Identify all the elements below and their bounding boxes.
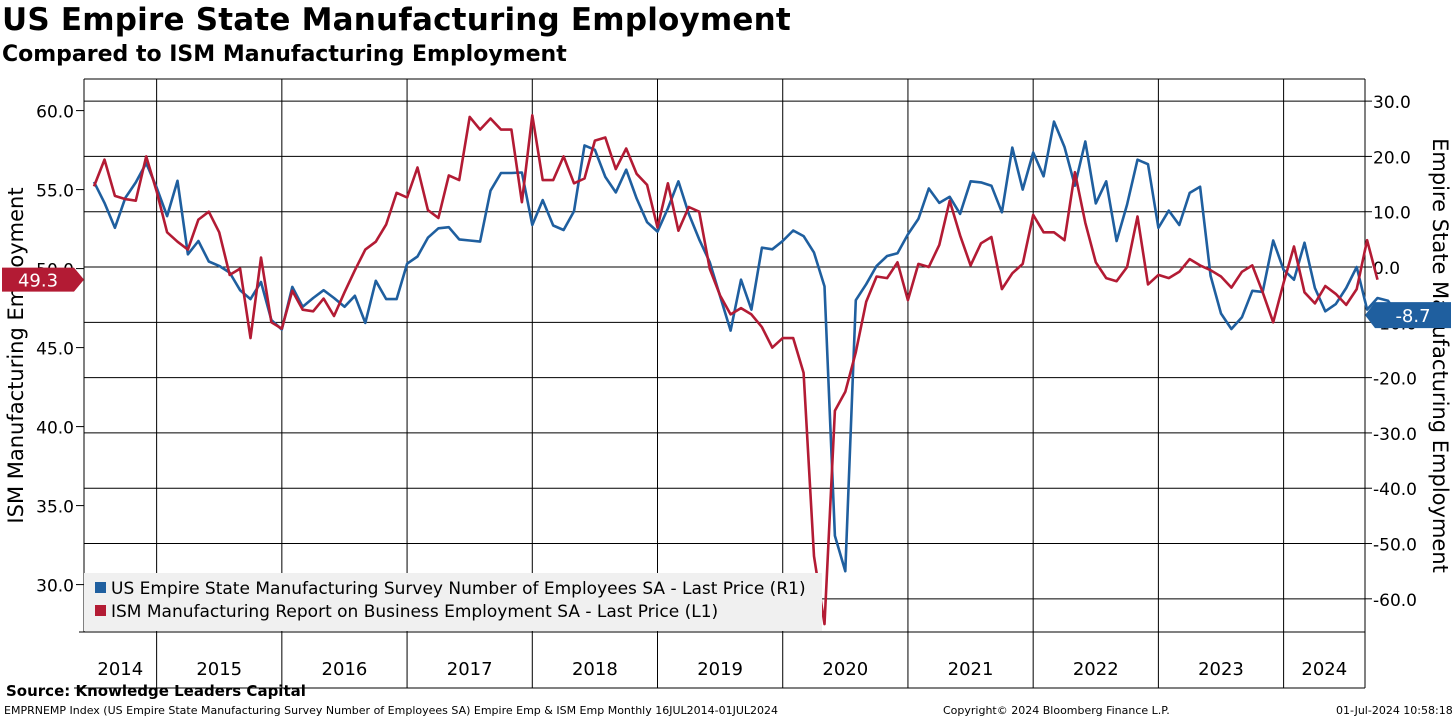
right-axis-tick-label: -60.0: [1373, 591, 1417, 611]
x-axis-year-label: 2023: [1198, 659, 1244, 680]
series-line-ism: [92, 114, 1379, 626]
left-axis-tick-label: 40.0: [36, 419, 74, 439]
x-axis-year-label: 2014: [97, 659, 143, 680]
chart-title: US Empire State Manufacturing Employment: [2, 2, 791, 38]
x-axis-year-label: 2022: [1073, 659, 1119, 680]
legend-box: [84, 573, 822, 631]
series-line-empire: [92, 120, 1400, 573]
legend-label-ism: ISM Manufacturing Report on Business Emp…: [111, 602, 718, 622]
x-axis-year-label: 2018: [572, 659, 618, 680]
x-axis-year-label: 2017: [447, 659, 493, 680]
left-axis-tick-label: 60.0: [36, 103, 74, 123]
left-axis-tick-label: 35.0: [36, 498, 74, 518]
left-axis-title: ISM Manufacturing Employment: [4, 187, 28, 523]
last-value-label-empire: -8.7: [1395, 306, 1430, 327]
x-axis-year-label: 2021: [948, 659, 994, 680]
copyright: Copyright© 2024 Bloomberg Finance L.P.: [943, 704, 1170, 717]
right-axis-tick-label: 20.0: [1373, 148, 1411, 168]
legend-swatch-empire: [95, 582, 106, 593]
legend-swatch-ism: [95, 605, 106, 616]
right-axis-tick-label: -30.0: [1373, 425, 1417, 445]
legend-label-empire: US Empire State Manufacturing Survey Num…: [111, 579, 806, 599]
source-note: Source: Knowledge Leaders Capital: [6, 682, 306, 700]
left-axis-tick-label: 55.0: [36, 182, 74, 202]
right-axis-title: Empire State Manufacturing Employment: [1428, 138, 1452, 573]
right-axis-tick-label: 10.0: [1373, 204, 1411, 224]
x-axis-year-label: 2015: [196, 659, 242, 680]
chart-subtitle: Compared to ISM Manufacturing Employment: [2, 42, 567, 67]
x-axis-year-label: 2016: [322, 659, 368, 680]
last-value-label-ism: 49.3: [18, 271, 58, 292]
left-axis-tick-label: 30.0: [36, 577, 74, 597]
left-axis-tick-label: 45.0: [36, 340, 74, 360]
right-axis-tick-label: -50.0: [1373, 536, 1417, 556]
right-axis-tick-label: -20.0: [1373, 370, 1417, 390]
x-axis-year-label: 2024: [1301, 659, 1347, 680]
last-value-marker-empire: [1365, 302, 1451, 329]
x-axis-year-label: 2020: [822, 659, 868, 680]
x-axis-year-label: 2019: [697, 659, 743, 680]
last-value-marker-ism: [2, 267, 84, 292]
right-axis-tick-label: 0.0: [1373, 259, 1400, 279]
right-axis-tick-label: -40.0: [1373, 480, 1417, 500]
index-info: EMPRNEMP Index (US Empire State Manufact…: [4, 704, 779, 717]
right-axis-tick-label: 30.0: [1373, 93, 1411, 113]
timestamp: 01-Jul-2024 10:58:18: [1336, 704, 1453, 717]
